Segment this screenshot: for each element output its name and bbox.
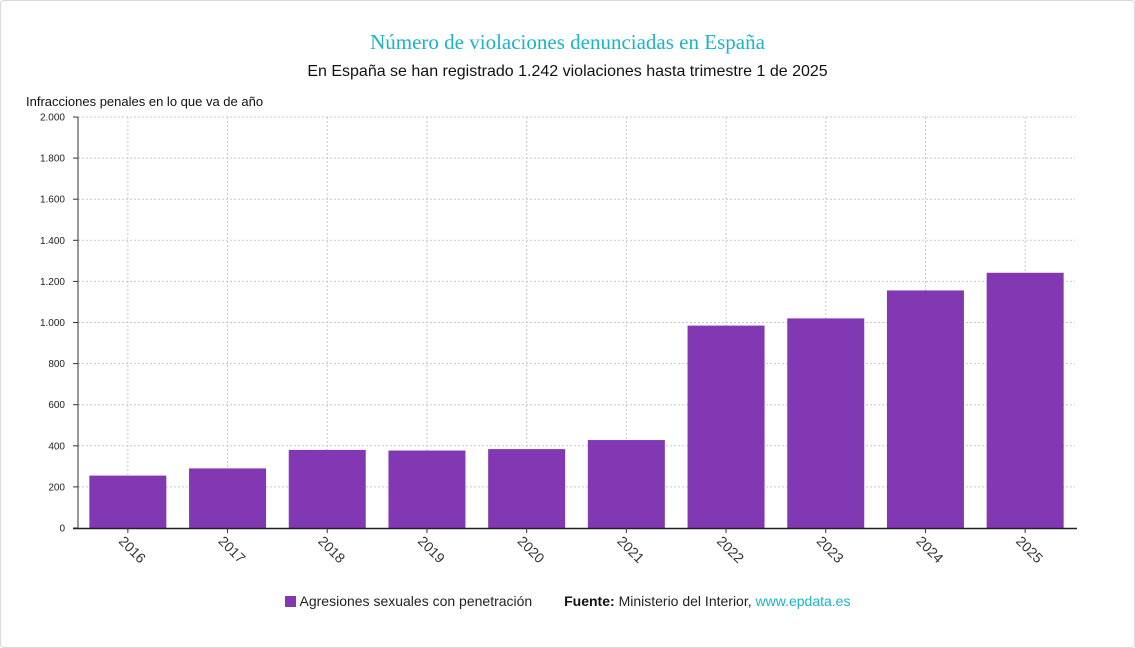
bar-2016 xyxy=(89,475,167,528)
x-tick-label: 2022 xyxy=(714,533,747,566)
x-tick-label: 2023 xyxy=(814,533,847,566)
source-text: Ministerio del Interior, xyxy=(618,593,752,609)
x-tick-label: 2019 xyxy=(415,533,448,566)
x-tick-label: 2021 xyxy=(614,533,647,566)
y-tick-label: 600 xyxy=(48,400,65,411)
y-tick-label: 800 xyxy=(48,359,65,370)
y-tick-label: 1.600 xyxy=(40,195,65,206)
legend-swatch xyxy=(284,596,296,607)
source-link[interactable]: www.epdata.es xyxy=(755,593,851,609)
y-tick-label: 400 xyxy=(48,441,65,452)
chart-subtitle: En España se han registrado 1.242 violac… xyxy=(307,63,828,80)
bar-2018 xyxy=(288,449,366,528)
x-tick-label: 2020 xyxy=(515,533,548,566)
bar-2021 xyxy=(587,440,665,528)
y-tick-label: 0 xyxy=(59,524,65,535)
y-axis-label: Infracciones penales en lo que va de año xyxy=(26,94,264,109)
bar-2023 xyxy=(787,318,865,528)
bar-2024 xyxy=(886,290,964,528)
y-tick-label: 1.200 xyxy=(40,277,65,288)
chart-title: Número de violaciones denunciadas en Esp… xyxy=(370,30,765,54)
y-tick-label: 1.000 xyxy=(40,318,65,329)
x-tick-label: 2016 xyxy=(116,533,149,566)
y-tick-label: 200 xyxy=(48,482,65,493)
legend-series-name[interactable]: Agresiones sexuales con penetración xyxy=(299,593,533,609)
legend: Agresiones sexuales con penetración Fuen… xyxy=(0,593,1135,609)
x-tick-label: 2018 xyxy=(315,533,348,566)
y-tick-label: 1.800 xyxy=(40,154,65,165)
x-tick-label: 2024 xyxy=(913,533,946,566)
bar-2022 xyxy=(687,325,765,528)
x-tick-label: 2017 xyxy=(215,533,248,566)
bar-2020 xyxy=(488,449,566,528)
source-note: Fuente: Ministerio del Interior, www.epd… xyxy=(564,593,850,609)
bar-2019 xyxy=(388,450,466,528)
y-tick-label: 2.000 xyxy=(40,113,65,124)
bar-2025 xyxy=(986,272,1064,528)
source-label: Fuente: xyxy=(564,593,615,609)
bar-2017 xyxy=(189,468,267,528)
y-tick-label: 1.400 xyxy=(40,236,65,247)
x-tick-label: 2025 xyxy=(1013,533,1046,566)
